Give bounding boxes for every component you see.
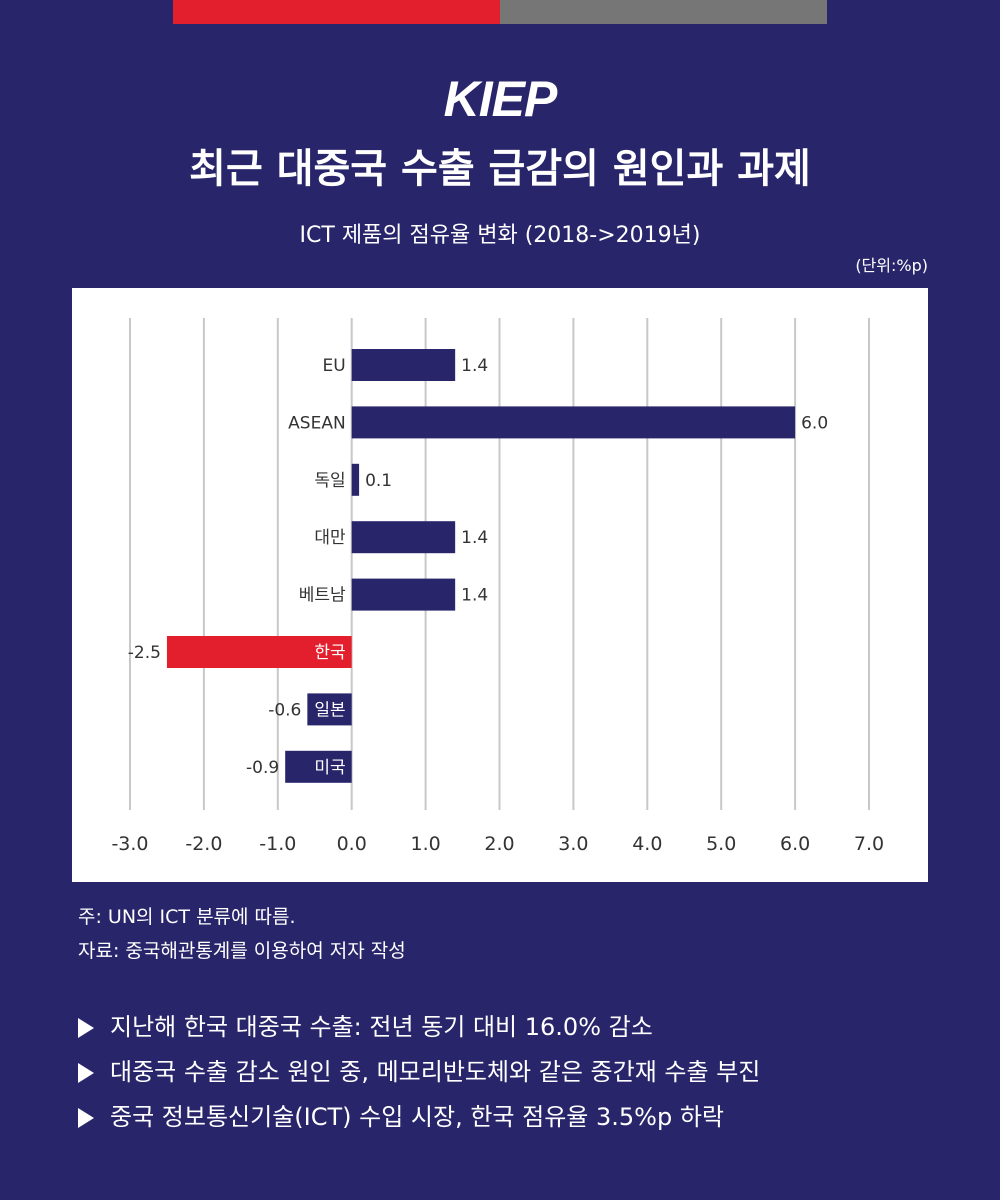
page-title: 최근 대중국 수출 급감의 원인과 과제 [189, 146, 811, 192]
bullet-text: 지난해 한국 대중국 수출: 전년 동기 대비 16.0% 감소 [110, 1013, 653, 1041]
triangle-bullet-icon [78, 1017, 94, 1038]
bullet-item: 중국 정보통신기술(ICT) 수입 시장, 한국 점유율 3.5%p 하락 [78, 1095, 760, 1140]
bullet-text: 대중국 수출 감소 원인 중, 메모리반도체와 같은 중간재 수출 부진 [110, 1058, 761, 1086]
top-accent-bar [173, 0, 827, 24]
x-tick-label: -1.0 [259, 833, 296, 855]
triangle-bullet-icon [78, 1107, 94, 1128]
note-text: 주: UN의 ICT 분류에 따름. [78, 906, 296, 928]
bar [351, 521, 456, 554]
unit-label: (단위:%p) [855, 256, 928, 275]
category-label: 독일 [314, 471, 345, 491]
data-label: 0.1 [365, 471, 392, 491]
bar [166, 636, 352, 668]
source-text: 자료: 중국해관통계를 이용하여 저자 작성 [78, 940, 406, 962]
data-label: 1.4 [461, 586, 488, 606]
bullet-item: 대중국 수출 감소 원인 중, 메모리반도체와 같은 중간재 수출 부진 [78, 1050, 760, 1095]
data-label: -0.9 [246, 758, 279, 778]
data-label: 6.0 [801, 413, 828, 433]
triangle-bullet-icon [78, 1062, 94, 1083]
top-accent-gray [500, 0, 827, 24]
bar [285, 750, 352, 783]
x-tick-label: 6.0 [780, 833, 810, 855]
bar [351, 349, 456, 381]
data-label: -0.6 [268, 700, 301, 720]
category-label: 베트남 [299, 586, 346, 606]
chart-subtitle: ICT 제품의 점유율 변화 (2018->2019년) [299, 223, 701, 248]
data-label: 1.4 [461, 528, 488, 548]
bar [307, 693, 352, 726]
category-label: 미국 [314, 758, 345, 778]
category-label: 일본 [314, 700, 345, 720]
notes: 주: UN의 ICT 분류에 따름. 자료: 중국해관통계를 이용하여 저자 작… [78, 900, 406, 968]
top-accent-red [173, 0, 500, 24]
category-label: 한국 [314, 643, 345, 663]
bar [351, 463, 360, 496]
category-label: ASEAN [288, 413, 346, 433]
bullet-item: 지난해 한국 대중국 수출: 전년 동기 대비 16.0% 감소 [78, 1005, 760, 1050]
bar-chart: -3.0 -2.0 -1.0 0.0 1.0 2.0 3.0 4.0 5.0 6.0 7.0 EU 1.… [111, 318, 884, 855]
data-label: 1.4 [461, 356, 488, 376]
x-tick-label: 2.0 [484, 833, 514, 855]
bullet-list: 지난해 한국 대중국 수출: 전년 동기 대비 16.0% 감소 대중국 수출 … [78, 1005, 760, 1140]
kiep-logo: KIEP [443, 71, 558, 127]
x-tick-label: 7.0 [854, 833, 884, 855]
category-label: 대만 [314, 528, 346, 548]
x-tick-label: -2.0 [185, 833, 222, 855]
x-tick-label: 3.0 [558, 833, 588, 855]
bar [351, 406, 796, 439]
x-tick-label: 0.0 [337, 833, 367, 855]
x-tick-label: 5.0 [706, 833, 736, 855]
bullet-text: 중국 정보통신기술(ICT) 수입 시장, 한국 점유율 3.5%p 하락 [110, 1103, 724, 1131]
chart-panel: -3.0 -2.0 -1.0 0.0 1.0 2.0 3.0 4.0 5.0 6.0 7.0 EU 1.… [72, 288, 928, 882]
data-label: -2.5 [128, 643, 161, 663]
x-tick-label: 1.0 [410, 833, 440, 855]
category-label: EU [323, 356, 346, 376]
x-tick-label: 4.0 [632, 833, 662, 855]
x-tick-label: -3.0 [111, 833, 148, 855]
bar [351, 578, 456, 611]
